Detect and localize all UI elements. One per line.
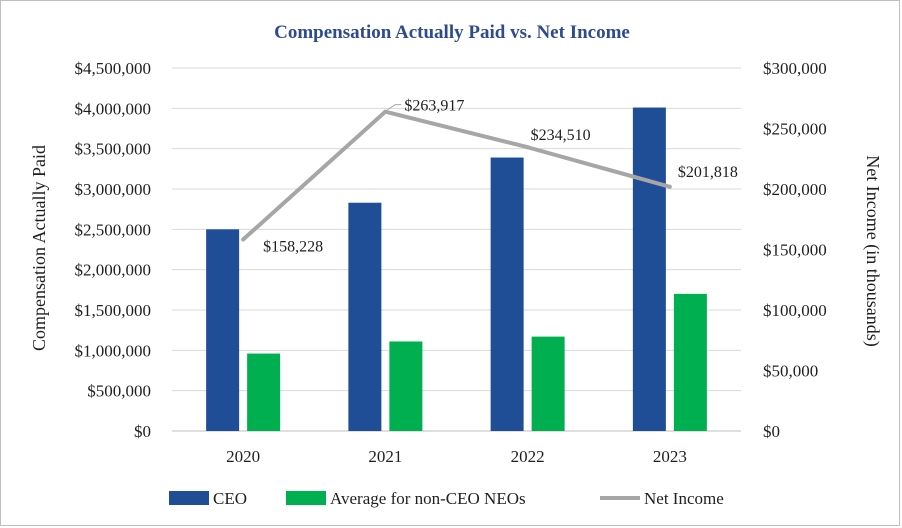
y-tick-label: $3,500,000	[75, 140, 152, 159]
legend-swatch-average-for-non-ceo-neos	[286, 491, 326, 505]
bar-ceo-2020	[206, 229, 240, 431]
net-income-point-2022	[525, 145, 530, 150]
y-tick-label: $2,000,000	[75, 261, 152, 280]
chart-title: Compensation Actually Paid vs. Net Incom…	[274, 22, 630, 43]
legend-label: Net Income	[644, 489, 724, 508]
x-tick-label: 2021	[368, 447, 402, 466]
bar-average-for-non-ceo-neos-2020	[247, 353, 281, 431]
legend: CEO Average for non-CEO NEOs Net Income	[169, 489, 724, 508]
bars	[206, 107, 707, 432]
bar-ceo-2021	[348, 202, 382, 431]
y2-tick-label: $0	[763, 422, 780, 441]
y2-tick-label: $250,000	[763, 120, 827, 139]
y2-tick-label: $150,000	[763, 241, 827, 260]
left-axis-ticks: $0 $500,000 $1,000,000 $1,500,000 $2,000,000…	[75, 59, 152, 441]
x-tick-label: 2022	[511, 447, 545, 466]
y-tick-label: $2,500,000	[75, 220, 152, 239]
bar-average-for-non-ceo-neos-2022	[531, 336, 565, 431]
y2-tick-label: $300,000	[763, 59, 827, 78]
net-income-data-label: $201,818	[678, 164, 738, 181]
net-income-line-group: $158,228 $263,917 $234,510 $201,818	[241, 98, 738, 256]
bar-average-for-non-ceo-neos-2021	[389, 341, 423, 431]
y-tick-label: $4,500,000	[75, 59, 152, 78]
net-income-point-2023	[667, 184, 672, 189]
y2-tick-label: $100,000	[763, 301, 827, 320]
right-axis-ticks: $0 $50,000 $100,000 $150,000 $200,000 $250,00…	[763, 59, 827, 441]
net-income-data-label: $158,228	[263, 239, 323, 256]
y-tick-label: $4,000,000	[75, 99, 152, 118]
y-tick-label: $500,000	[87, 382, 151, 401]
y-tick-label: $3,000,000	[75, 180, 152, 199]
net-income-data-label: $234,510	[531, 127, 591, 144]
net-income-point-2021	[383, 109, 388, 114]
net-income-point-2020	[241, 237, 246, 242]
x-axis-ticks: 2020 2021 2022 2023	[226, 447, 687, 466]
x-tick-label: 2023	[653, 447, 687, 466]
y2-axis-title: Net Income (in thousands)	[862, 155, 883, 346]
x-tick-label: 2020	[226, 447, 260, 466]
bar-average-for-non-ceo-neos-2023	[673, 293, 707, 431]
y-axis-title: Compensation Actually Paid	[29, 145, 49, 351]
legend-label: Average for non-CEO NEOs	[330, 489, 526, 508]
y-tick-label: $1,000,000	[75, 341, 152, 360]
net-income-data-label: $263,917	[404, 98, 464, 115]
legend-label: CEO	[213, 489, 247, 508]
y2-tick-label: $50,000	[763, 362, 818, 381]
y2-tick-label: $200,000	[763, 180, 827, 199]
data-label-leader-line	[387, 104, 402, 111]
net-income-line	[241, 109, 671, 242]
legend-swatch-ceo	[169, 491, 209, 505]
bar-ceo-2023	[632, 107, 666, 431]
y-tick-label: $1,500,000	[75, 301, 152, 320]
bar-ceo-2022	[490, 157, 524, 432]
y-tick-label: $0	[134, 422, 151, 441]
